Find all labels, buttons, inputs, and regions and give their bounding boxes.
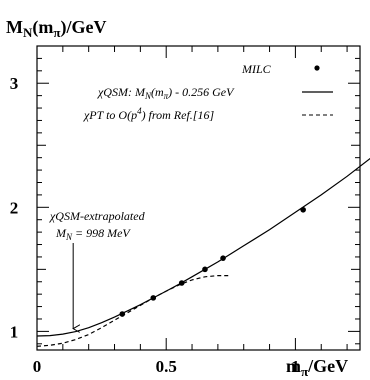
y-axis-title: MN(mπ)/GeV bbox=[6, 17, 107, 40]
x-axis-title: mπ/GeV bbox=[286, 356, 348, 379]
milc-points bbox=[119, 206, 306, 317]
y-tick-label: 3 bbox=[10, 74, 19, 93]
milc-data-point bbox=[119, 311, 126, 317]
x-tick-label: 0 bbox=[33, 357, 42, 376]
legend-label-chiqsm: χQSM: MN(mπ) - 0.256 GeV bbox=[97, 85, 235, 101]
x-tick-label: 0.5 bbox=[156, 357, 177, 376]
y-axis-title-sub: N bbox=[23, 25, 33, 40]
milc-data-point bbox=[300, 206, 306, 213]
legend: MILC χQSM: MN(mπ) - 0.256 GeV χPT to O(p… bbox=[83, 62, 333, 122]
y-tick-label: 1 bbox=[10, 322, 19, 341]
legend-marker-milc bbox=[314, 65, 320, 71]
legend-label-chipt: χPT to O(p4) from Ref.[16] bbox=[83, 106, 214, 122]
legend-label-milc: MILC bbox=[241, 62, 272, 76]
extrapolation-annotation: χQSM-extrapolated MN = 998 MeV bbox=[49, 209, 146, 329]
y-tick-label: 2 bbox=[10, 198, 19, 217]
annotation-line1: χQSM-extrapolated bbox=[49, 209, 146, 223]
milc-data-point bbox=[178, 280, 185, 286]
milc-data-point bbox=[220, 255, 226, 261]
annotation-line2: MN = 998 MeV bbox=[55, 226, 131, 242]
tick-labels: 0 0.5 1 1 2 3 bbox=[10, 74, 300, 376]
milc-data-point bbox=[150, 295, 157, 301]
chipt-dashed-curve bbox=[36, 275, 231, 347]
x-tick-label: 1 bbox=[291, 357, 300, 376]
plot-frame bbox=[36, 45, 361, 351]
axis-ticks bbox=[36, 46, 360, 350]
milc-data-point bbox=[202, 266, 208, 273]
curves bbox=[36, 157, 370, 347]
